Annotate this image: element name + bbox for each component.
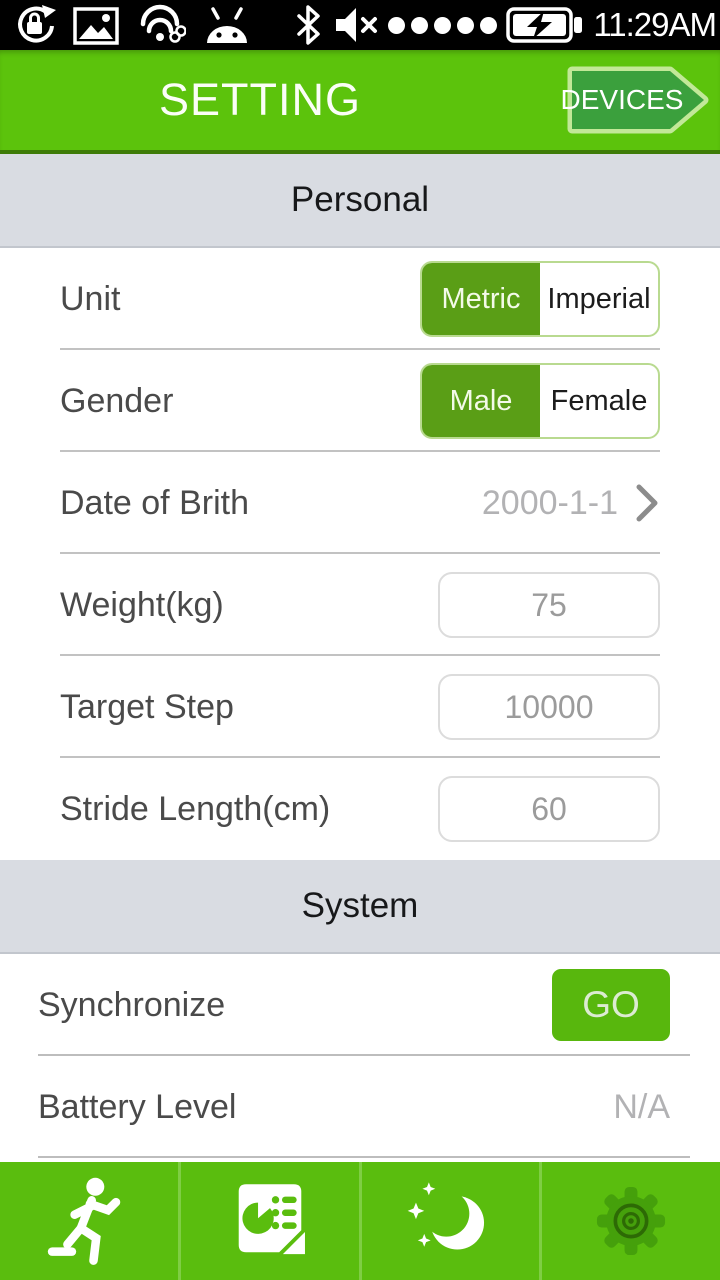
date-of-birth-value: 2000-1-1 [481,483,618,522]
bluetooth-icon [294,3,324,47]
nav-item-sleep[interactable] [358,1162,540,1280]
weight-label: Weight(kg) [60,585,224,624]
synchronize-label: Synchronize [38,985,226,1024]
weight-input[interactable] [438,572,660,638]
row-battery-level: Battery Level N/A [0,1056,720,1158]
report-icon [224,1175,316,1267]
unit-option-imperial[interactable]: Imperial [547,282,651,315]
row-unit: Unit Metric Imperial [0,248,720,350]
gear-icon [585,1175,677,1267]
row-date-of-birth[interactable]: Date of Brith 2000-1-1 [0,452,720,554]
status-bar: 11:29AM [0,0,720,50]
page-title: SETTING [158,74,361,125]
section-header-personal: Personal [0,154,720,248]
gender-label: Gender [60,381,174,420]
signal-dots-icon [388,16,498,34]
gender-toggle: Male Female [420,363,660,439]
row-gender: Gender Male Female [0,350,720,452]
battery-level-label: Battery Level [38,1087,237,1126]
wifi-tethering-icon [136,3,186,47]
devices-button[interactable]: DEVICES [560,60,712,140]
stride-length-label: Stride Length(cm) [60,789,331,828]
gender-option-male[interactable]: Male [422,365,540,437]
nav-item-settings[interactable] [539,1162,720,1280]
devices-button-label: DEVICES [560,84,684,115]
gallery-icon [72,3,120,47]
runner-icon [44,1174,134,1268]
unit-toggle: Metric Imperial [420,261,660,337]
volume-muted-icon [333,3,379,47]
devices-button-shape [567,66,709,134]
status-icons-left [4,3,252,47]
date-of-birth-picker[interactable]: 2000-1-1 [482,483,660,523]
moon-stars-icon [404,1175,496,1267]
target-step-input[interactable] [438,674,660,740]
gender-option-female[interactable]: Female [550,384,648,417]
stride-length-input[interactable] [438,776,660,842]
battery-level-value: N/A [613,1087,670,1126]
status-icons-right: 11:29AM [294,3,717,47]
nav-item-report[interactable] [177,1162,359,1280]
date-of-birth-label: Date of Brith [60,483,249,522]
unit-option-metric[interactable]: Metric [422,263,540,335]
row-weight: Weight(kg) [0,554,720,656]
unit-label: Unit [60,279,121,318]
target-step-label: Target Step [60,687,234,726]
row-stride-length: Stride Length(cm) [0,758,720,860]
rotation-lock-icon [12,3,56,47]
nav-item-activity[interactable] [0,1162,178,1280]
synchronize-go-button[interactable]: GO [552,969,670,1041]
row-synchronize: Synchronize GO [0,954,720,1056]
status-time: 11:29AM [593,6,717,43]
android-icon [202,3,252,47]
app-bar: SETTING DEVICES [0,50,720,154]
battery-charging-icon [506,3,584,47]
chevron-right-icon [634,483,660,523]
row-target-step: Target Step [0,656,720,758]
section-header-system: System [0,860,720,954]
bottom-nav-bar [0,1162,720,1280]
